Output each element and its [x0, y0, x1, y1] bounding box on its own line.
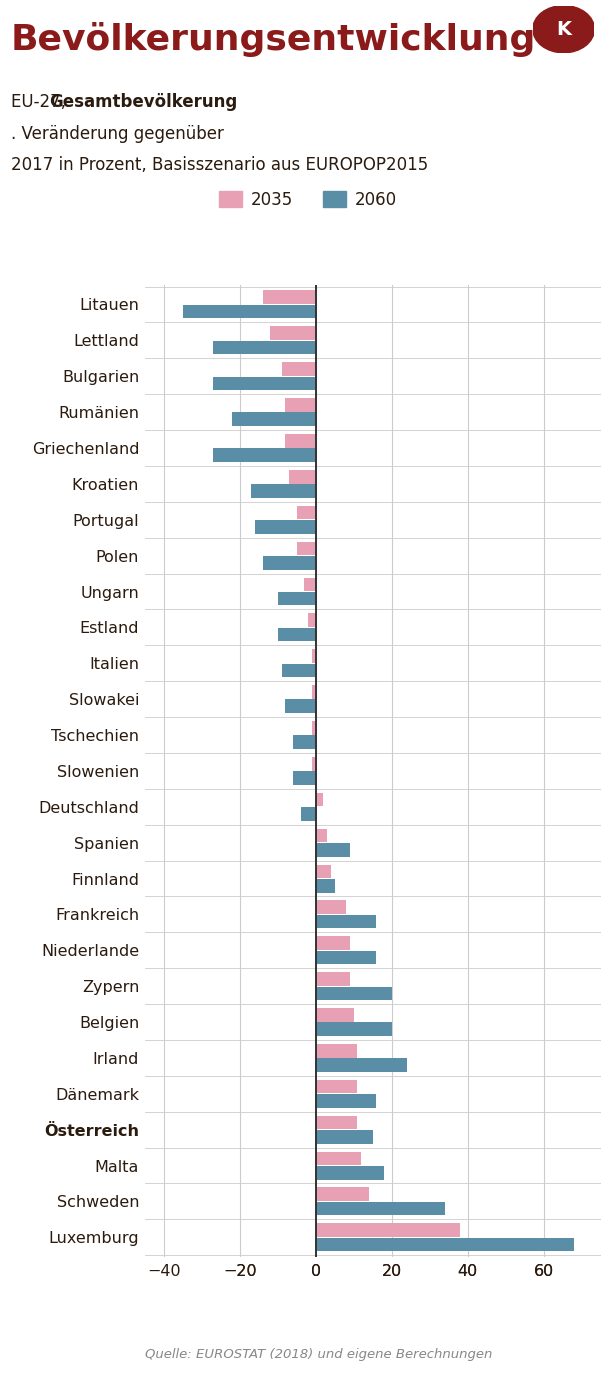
Bar — [285, 700, 316, 713]
Bar — [316, 1115, 357, 1129]
Bar — [262, 556, 316, 569]
Bar — [304, 578, 316, 592]
Bar — [293, 735, 316, 749]
Bar — [316, 1058, 407, 1072]
Bar — [316, 843, 350, 857]
Bar — [282, 363, 316, 376]
Text: EU-27,: EU-27, — [11, 93, 71, 111]
Bar — [316, 1022, 392, 1036]
Bar — [297, 542, 316, 556]
Bar — [312, 757, 316, 771]
Bar — [301, 807, 316, 821]
Bar — [282, 664, 316, 678]
Text: K: K — [556, 19, 571, 39]
Bar — [316, 1008, 354, 1022]
Bar — [316, 1224, 460, 1238]
Bar — [316, 1238, 574, 1251]
Bar — [312, 649, 316, 663]
Bar — [316, 915, 376, 928]
Bar — [293, 771, 316, 785]
Bar — [312, 721, 316, 735]
Bar — [316, 1201, 445, 1215]
Bar — [251, 485, 316, 497]
Bar — [297, 506, 316, 519]
Bar — [232, 413, 316, 426]
Bar — [278, 628, 316, 642]
Legend: 2035, 2060: 2035, 2060 — [219, 192, 397, 208]
Bar — [285, 399, 316, 411]
Text: Gesamtbevölkerung: Gesamtbevölkerung — [49, 93, 237, 111]
Bar — [316, 864, 331, 878]
Bar — [213, 449, 316, 463]
Bar — [308, 614, 316, 626]
Text: 2017 in Prozent, Basisszenario aus EUROPOP2015: 2017 in Prozent, Basisszenario aus EUROP… — [11, 156, 428, 174]
Bar — [262, 290, 316, 304]
Text: . Veränderung gegenüber: . Veränderung gegenüber — [11, 125, 224, 143]
Bar — [316, 900, 346, 914]
Bar — [316, 1188, 369, 1201]
Bar — [316, 950, 376, 964]
Bar — [312, 685, 316, 699]
Bar — [316, 986, 392, 1000]
Bar — [316, 1045, 357, 1057]
Bar — [316, 829, 327, 842]
Circle shape — [533, 6, 594, 53]
Bar — [316, 936, 350, 950]
Bar — [255, 519, 316, 533]
Bar — [316, 793, 323, 807]
Bar — [289, 469, 316, 483]
Text: Bevölkerungsentwicklung: Bevölkerungsentwicklung — [11, 22, 537, 57]
Bar — [285, 433, 316, 447]
Bar — [316, 1165, 384, 1179]
Bar — [316, 972, 350, 986]
Bar — [316, 879, 334, 893]
Bar — [183, 304, 316, 318]
Bar — [316, 1151, 362, 1165]
Bar — [316, 1131, 373, 1143]
Bar — [213, 376, 316, 390]
Text: Quelle: EUROSTAT (2018) und eigene Berechnungen: Quelle: EUROSTAT (2018) und eigene Berec… — [145, 1349, 492, 1361]
Bar — [316, 1095, 376, 1108]
Bar — [316, 1079, 357, 1093]
Bar — [278, 592, 316, 606]
Bar — [213, 340, 316, 354]
Bar — [270, 326, 316, 340]
